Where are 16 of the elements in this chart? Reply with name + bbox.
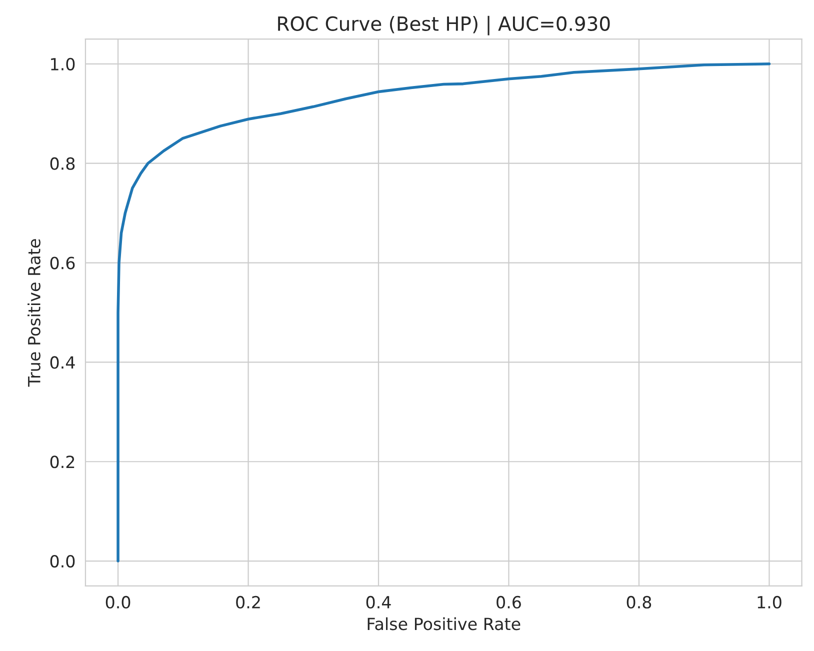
chart-title: ROC Curve (Best HP) | AUC=0.930 — [278, 16, 610, 36]
x-axis-title: False Positive Rate — [368, 617, 520, 630]
x-tick-label: 0.2 — [236, 596, 260, 609]
y-tick-label: 0.2 — [50, 456, 74, 468]
line-series — [116, 62, 771, 562]
x-tick-label: 0.4 — [366, 596, 391, 609]
x-tick-label: 1.0 — [758, 596, 782, 609]
y-tick-label: 0.4 — [50, 356, 75, 369]
x-tick-label: 0.6 — [496, 596, 521, 609]
y-axis-title: True Positive Rate — [28, 239, 40, 387]
y-tick-label: 0.8 — [50, 157, 75, 170]
y-tick-label: 1.0 — [51, 58, 75, 70]
x-tick-label: 0.8 — [626, 596, 652, 609]
x-tick-label: 0.0 — [106, 596, 130, 609]
y-tick-label: 0.6 — [50, 256, 75, 270]
y-tick-label: 0.0 — [50, 555, 75, 568]
